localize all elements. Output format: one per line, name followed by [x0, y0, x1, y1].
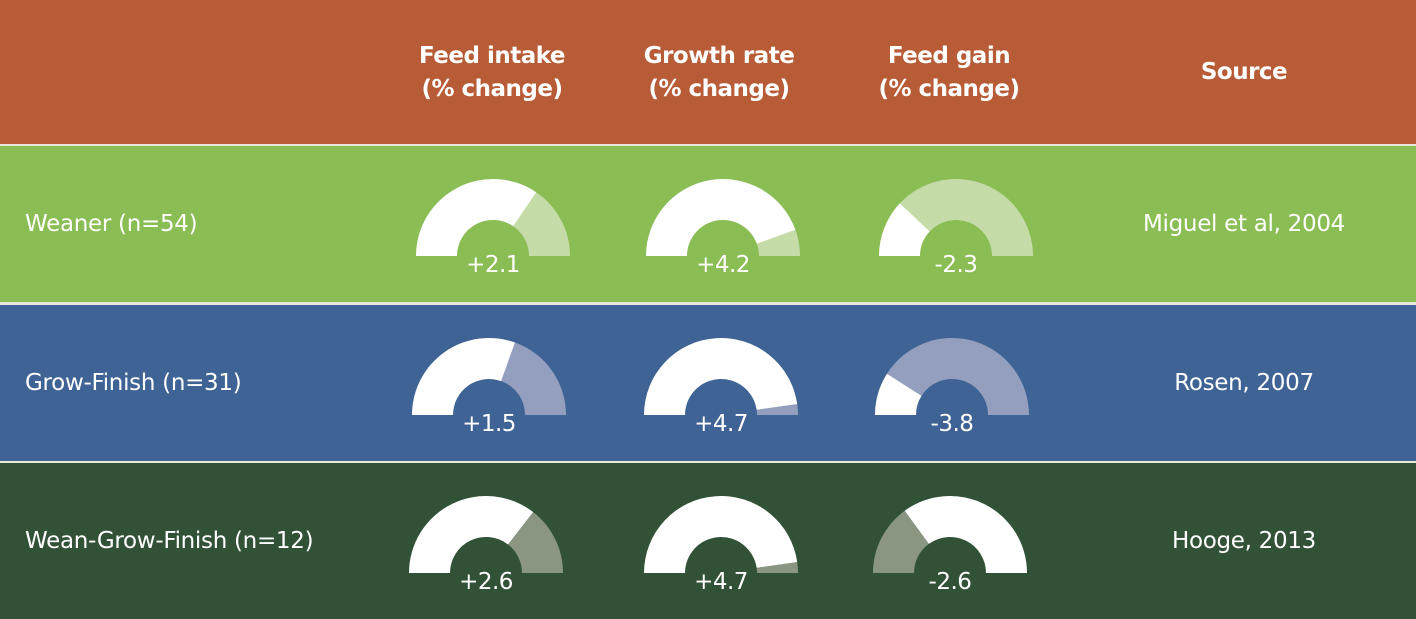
header-growth-rate-title: Growth rate [643, 43, 795, 69]
gauge-feed-gain: -2.3 [876, 146, 1036, 302]
row-source: Miguel et al, 2004 [1143, 211, 1345, 237]
row-source: Rosen, 2007 [1174, 370, 1314, 396]
gauge-value: -3.8 [930, 411, 974, 437]
gauge-svg [879, 179, 1033, 256]
gauge-feed-gain: -2.6 [870, 463, 1030, 619]
gauge-value-segment [644, 495, 798, 573]
header-source: Source [1200, 59, 1288, 85]
header-growth-rate-unit: (% change) [648, 76, 790, 102]
gauge-value: +4.7 [694, 569, 748, 595]
gauge-svg [873, 496, 1027, 573]
gauge-svg [409, 496, 563, 573]
gauge-growth-rate: +4.2 [643, 146, 803, 302]
table-row-weaner: Weaner (n=54) +2.1 +4.2 -2.3 Miguel et a… [0, 146, 1416, 302]
gauge-growth-rate: +4.7 [641, 305, 801, 461]
header-feed-intake: Feed intake (% change) [382, 40, 602, 106]
gauge-svg [644, 337, 798, 415]
gauge-value-segment [875, 373, 922, 415]
gauge-growth-rate: +4.7 [641, 463, 801, 619]
gauge-feed-intake: +2.1 [413, 146, 573, 302]
table-row-grow-finish: Grow-Finish (n=31) +1.5 +4.7 -3.8 Rosen,… [0, 305, 1416, 461]
row-label: Weaner (n=54) [25, 211, 198, 237]
header-feed-intake-title: Feed intake [419, 43, 566, 69]
gauge-value: +4.2 [696, 252, 750, 278]
gauge-svg [416, 179, 570, 256]
gauge-feed-intake: +2.6 [406, 463, 566, 619]
table-header: Feed intake (% change) Growth rate (% ch… [0, 0, 1416, 144]
row-label: Grow-Finish (n=31) [25, 370, 242, 396]
gauge-rest-segment [756, 229, 800, 256]
gauge-rest-segment [873, 510, 929, 573]
gauge-value-segment [644, 337, 798, 415]
gauge-value-segment [412, 338, 516, 415]
header-feed-intake-unit: (% change) [421, 76, 563, 102]
gauge-svg [875, 338, 1029, 415]
gauge-rest-segment [501, 342, 566, 415]
header-feed-gain-title: Feed gain [887, 43, 1011, 69]
gauge-rest-segment [756, 404, 798, 415]
gauge-value: +4.7 [694, 411, 748, 437]
gauge-value: -2.6 [928, 569, 972, 595]
gauge-rest-segment [899, 179, 1033, 256]
gauge-value-segment [416, 179, 537, 256]
gauge-value: -2.3 [934, 252, 978, 278]
gauge-value: +2.1 [466, 252, 520, 278]
row-label: Wean-Grow-Finish (n=12) [25, 528, 314, 554]
gauge-rest-segment [886, 338, 1029, 415]
gauge-rest-segment [513, 192, 570, 256]
gauge-feed-gain: -3.8 [872, 305, 1032, 461]
gauge-feed-intake: +1.5 [409, 305, 569, 461]
gauge-value: +2.6 [459, 569, 513, 595]
header-growth-rate: Growth rate (% change) [609, 40, 829, 106]
gauge-rest-segment [756, 562, 798, 573]
gauge-value-segment [879, 203, 930, 256]
header-feed-gain: Feed gain (% change) [839, 40, 1059, 106]
gauge-svg [646, 179, 800, 256]
gauge-value-segment [409, 496, 534, 573]
table-row-wean-grow-finish: Wean-Grow-Finish (n=12) +2.6 +4.7 -2.6 H… [0, 463, 1416, 619]
gauge-svg [412, 338, 566, 415]
header-feed-gain-unit: (% change) [878, 76, 1020, 102]
gauge-value-segment [646, 179, 796, 256]
gauge-svg [644, 495, 798, 573]
gauge-value: +1.5 [462, 411, 516, 437]
gauge-rest-segment [508, 512, 563, 573]
gauge-value-segment [904, 496, 1027, 573]
row-source: Hooge, 2013 [1171, 528, 1317, 554]
